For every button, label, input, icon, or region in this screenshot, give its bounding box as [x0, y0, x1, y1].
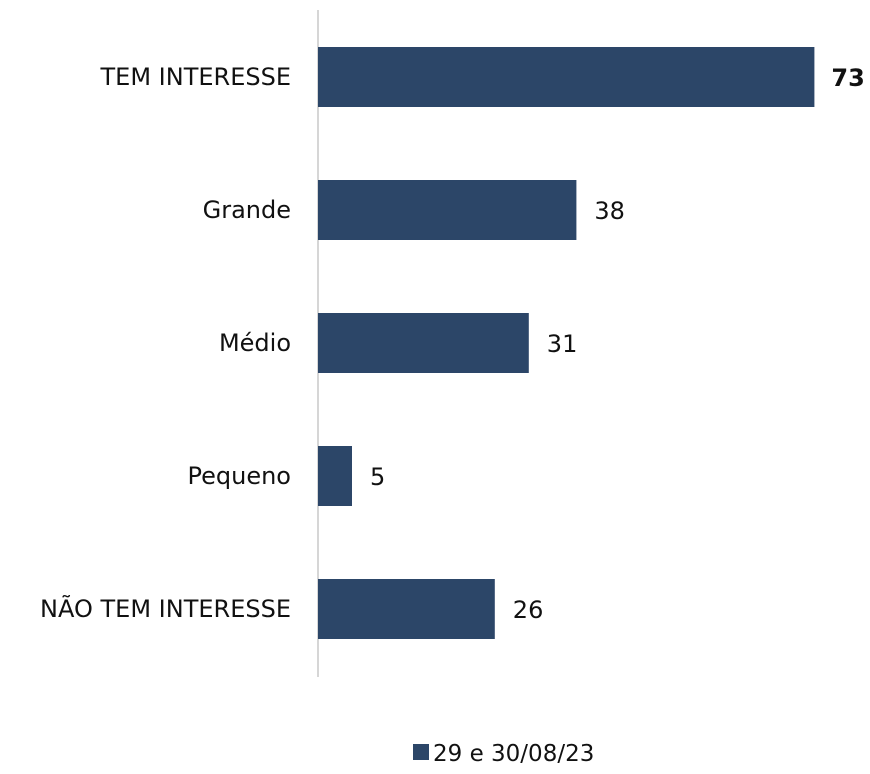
bar-0	[318, 47, 815, 107]
value-label: 73	[831, 64, 864, 92]
category-labels-group: TEM INTERESSE Grande Médio Pequeno NÃO TEM I…	[40, 63, 291, 623]
category-label: Médio	[219, 329, 291, 357]
category-label: NÃO TEM INTERESSE	[40, 593, 291, 623]
legend-swatch	[413, 744, 429, 760]
bars-group	[318, 47, 815, 639]
bar-4	[318, 579, 495, 639]
bar-3	[318, 446, 352, 506]
legend-label: 29 e 30/08/23	[433, 741, 594, 767]
category-label: Pequeno	[188, 462, 292, 490]
category-label: Grande	[203, 196, 291, 224]
value-label: 5	[370, 463, 385, 491]
value-label: 38	[594, 197, 625, 225]
bar-2	[318, 313, 529, 373]
legend: 29 e 30/08/23	[413, 741, 594, 767]
category-label: TEM INTERESSE	[100, 63, 292, 91]
value-label: 31	[547, 330, 578, 358]
value-label: 26	[513, 596, 544, 624]
value-labels-group: 73 38 31 5 26	[370, 64, 865, 624]
bar-1	[318, 180, 577, 240]
